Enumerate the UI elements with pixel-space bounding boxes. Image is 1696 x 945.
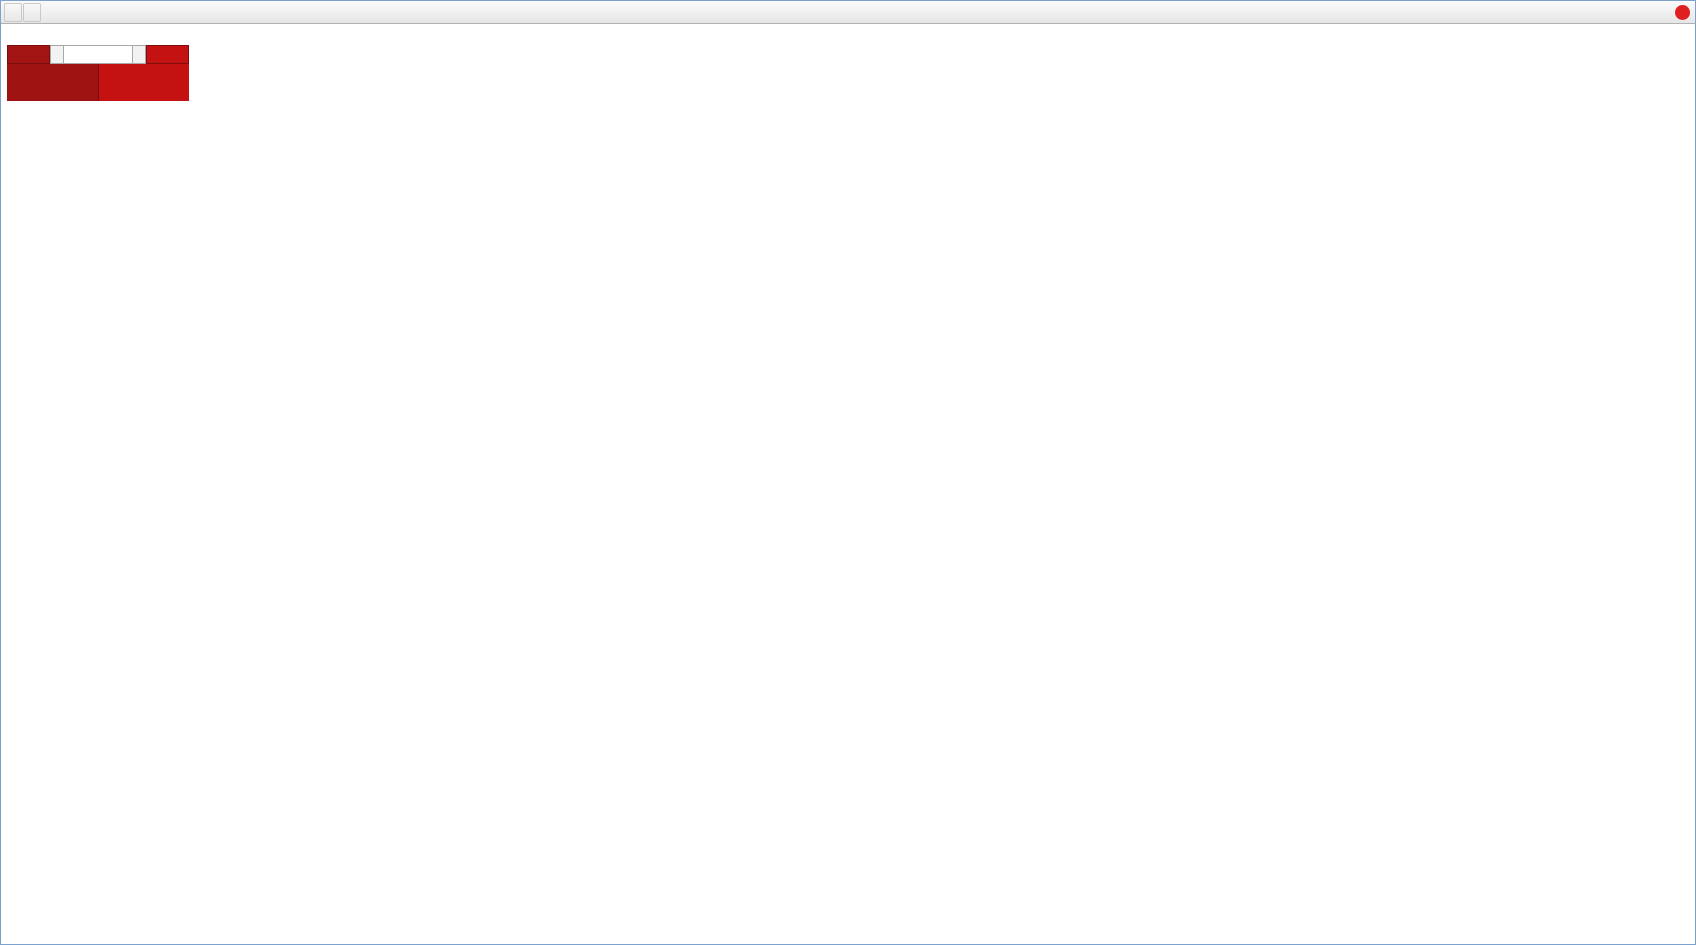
volume-increase-button[interactable]	[132, 45, 146, 64]
volume-decrease-button[interactable]	[50, 45, 64, 64]
one-click-trade-panel	[7, 45, 189, 101]
notification-badge[interactable]	[1675, 4, 1690, 20]
main-toolbar	[1, 1, 1695, 24]
volume-input[interactable]	[64, 45, 132, 64]
buy-price[interactable]	[98, 64, 189, 101]
trade-panel-header	[7, 45, 189, 64]
sell-price[interactable]	[7, 64, 99, 101]
trade-panel-prices	[7, 64, 189, 101]
buy-button[interactable]	[146, 45, 189, 64]
sell-button[interactable]	[7, 45, 50, 64]
new-order-button[interactable]	[4, 2, 22, 22]
toolbar-right-cluster	[1647, 4, 1692, 20]
rsi-indicator-label	[5, 705, 9, 716]
macd-indicator-label	[5, 565, 13, 576]
autotrading-button[interactable]	[23, 2, 41, 22]
